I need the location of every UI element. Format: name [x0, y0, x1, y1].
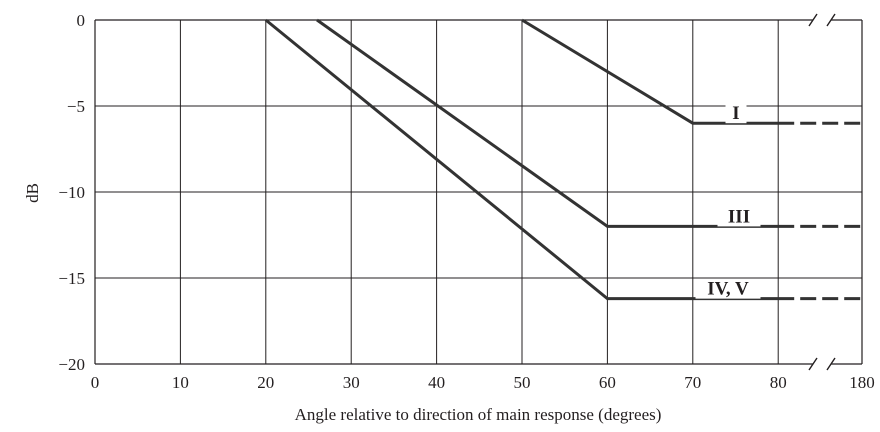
x-axis-title: Angle relative to direction of main resp…	[295, 405, 662, 424]
y-tick-label: 0	[77, 11, 86, 30]
curve-label-bg	[717, 206, 761, 227]
x-tick-label: 40	[428, 373, 445, 392]
label-curve-IV-V: IV, V	[707, 279, 749, 300]
curve-label-bg	[695, 278, 761, 299]
axis-break-mark	[826, 357, 836, 371]
y-tick-label: −10	[58, 183, 85, 202]
tick-labels: 0 10 20 30 40 50 60 70 80 180 0 −5 −10 −15 −20	[58, 11, 874, 392]
x-tick-label: 50	[514, 373, 531, 392]
series-line	[521, 18, 779, 125]
x-tick-label: 70	[684, 373, 701, 392]
axis-break-mark	[808, 357, 818, 371]
x-tick-label: 180	[849, 373, 875, 392]
y-tick-label: −15	[58, 269, 85, 288]
series-lines	[264, 18, 862, 301]
y-axis-title: dB	[23, 183, 42, 203]
x-tick-label: 10	[172, 373, 189, 392]
x-tick-label: 0	[91, 373, 100, 392]
axis-break-mark	[808, 13, 818, 27]
x-tick-label: 80	[770, 373, 787, 392]
x-tick-label: 30	[343, 373, 360, 392]
label-curve-I: I	[732, 103, 739, 124]
grid	[94, 13, 863, 371]
y-tick-label: −5	[67, 97, 85, 116]
axis-break-mark	[826, 13, 836, 27]
x-tick-label: 20	[257, 373, 274, 392]
y-tick-label: −20	[58, 355, 85, 374]
label-curve-III: III	[728, 206, 750, 227]
x-tick-label: 60	[599, 373, 616, 392]
curve-label-bg	[725, 103, 747, 124]
